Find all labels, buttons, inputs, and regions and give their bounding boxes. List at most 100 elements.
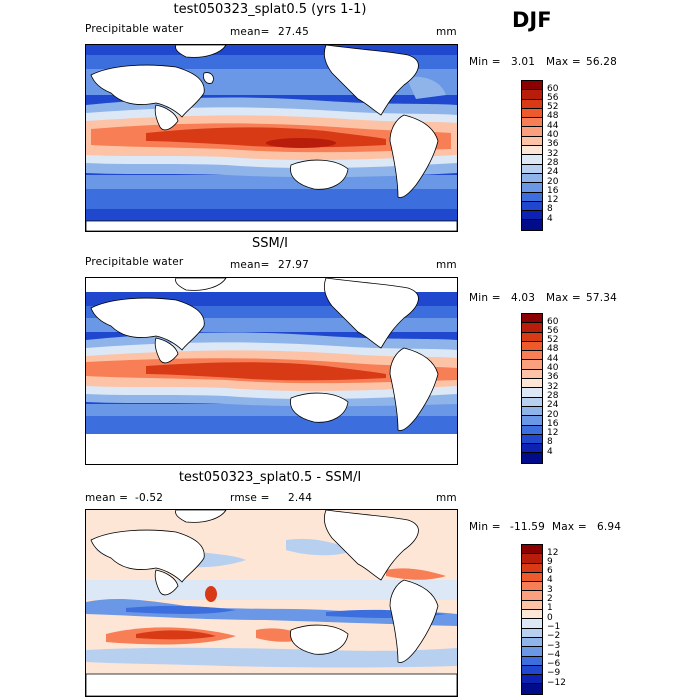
mean-label: mean= [230,26,270,38]
colorbar-segment [522,146,542,156]
colorbar-segment [522,360,542,370]
min-label: Min = [469,56,501,68]
mean-label: mean = [85,492,129,504]
panel-title: test050323_splat0.5 - SSM/I [178,470,362,485]
colorbar-segment [522,90,542,100]
min-value: 3.01 [511,56,536,68]
colorbar-obs [521,313,543,464]
colorbar-tick-label: 24 [547,400,559,411]
mean-value: -0.52 [135,492,164,504]
colorbar-tick-label: 16 [547,185,559,196]
colorbar-tick-label: 8 [547,204,553,215]
colorbar-segment [522,647,542,657]
colorbar-tick-label: 12 [547,195,559,206]
colorbar-tick-label: 28 [547,390,559,401]
colorbar-segment [522,619,542,629]
map-obs [85,277,458,465]
colorbar-tick-label: 32 [547,381,559,392]
colorbar-tick-label: 52 [547,102,559,113]
units-label: mm [436,26,457,38]
colorbar-segment [522,388,542,398]
colorbar-segment [522,591,542,601]
colorbar-tick-label: 4 [547,446,553,457]
colorbar-tick-label: −2 [547,631,561,642]
panel-title: SSM/I [252,236,288,251]
colorbar-tick-label: 48 [547,344,559,355]
colorbar-segment [522,173,542,184]
colorbar-tick-label: 52 [547,335,559,346]
colorbar-tick-label: 8 [547,437,553,448]
season-label: DJF [512,8,552,32]
panel-title: test050323_splat0.5 (yrs 1-1) [173,2,367,17]
colorbar-segment [522,323,542,333]
rmse-label: rmse = [230,492,270,504]
colorbar-tick-label: 40 [547,130,559,140]
colorbar-tick-label: 4 [547,213,553,224]
min-value: -11.59 [510,521,546,533]
colorbar-segment [522,554,542,564]
colorbar-segment [522,351,542,361]
mean-label: mean= [230,259,270,271]
mean-value: 27.97 [278,259,310,271]
colorbar-tick-label: −6 [547,659,561,670]
colorbar-segment [522,201,542,212]
colorbar-segment [522,397,542,407]
map-model [85,44,458,232]
colorbar-tick-label: 9 [547,556,553,567]
colorbar-tick-label: 28 [547,157,559,168]
max-value: 6.94 [597,521,622,533]
max-label: Max = [546,292,581,304]
colorbar-segment [522,379,542,389]
colorbar-segment [522,545,542,555]
colorbar-segment [522,416,542,426]
colorbar-segment [522,341,542,352]
colorbar-segment [522,183,542,193]
colorbar-segment [522,220,542,230]
colorbar-segment [522,81,542,91]
variable-label: Precipitable water [85,256,184,268]
colorbar-tick-label: 0 [547,612,553,623]
colorbar-segment [522,434,542,445]
colorbar-tick-label: 2 [547,594,553,604]
colorbar-segment [522,684,542,694]
colorbar-segment [522,314,542,324]
colorbar-tick-label: −12 [547,677,566,688]
colorbar-segment [522,164,542,174]
min-label: Min = [469,521,501,533]
colorbar-segment [522,637,542,648]
colorbar-tick-label: 56 [547,92,559,103]
colorbar-segment [522,675,542,685]
colorbar-segment [522,108,542,119]
colorbar-diff [521,544,543,695]
colorbar-tick-label: 40 [547,363,559,373]
max-label: Max = [552,521,587,533]
colorbar-tick-label: 1 [547,603,553,614]
colorbar-tick-label: 3 [547,584,553,595]
colorbar-tick-label: 12 [547,547,559,558]
min-value: 4.03 [511,292,536,304]
colorbar-segment [522,665,542,676]
colorbar-segment [522,656,542,666]
map-diff [85,509,458,697]
colorbar-segment [522,118,542,128]
colorbar-tick-label: 24 [547,167,559,178]
colorbar-segment [522,332,542,342]
colorbar-model [521,80,543,231]
colorbar-segment [522,192,542,202]
colorbar-tick-label: 44 [547,353,559,364]
colorbar-tick-label: 44 [547,120,559,131]
colorbar-tick-label: −3 [547,640,561,651]
rmse-value: 2.44 [288,492,313,504]
colorbar-tick-label: 48 [547,111,559,122]
colorbar-segment [522,211,542,221]
colorbar-segment [522,155,542,165]
colorbar-tick-label: 36 [547,372,559,383]
min-label: Min = [469,292,501,304]
colorbar-tick-label: −4 [547,649,561,660]
colorbar-tick-label: 20 [547,409,559,420]
colorbar-tick-label: 16 [547,418,559,429]
colorbar-tick-label: 32 [547,148,559,159]
colorbar-tick-label: −9 [547,668,561,679]
colorbar-segment [522,610,542,620]
colorbar-segment [522,444,542,454]
